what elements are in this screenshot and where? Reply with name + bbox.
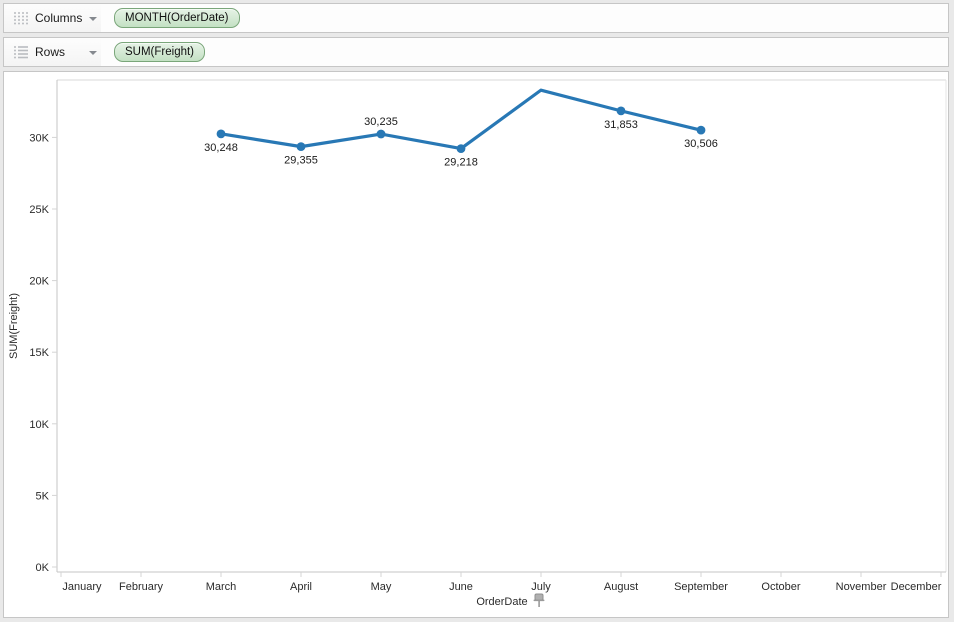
y-axis-tick-label: 15K <box>29 347 49 359</box>
y-axis-tick-label: 30K <box>29 132 49 144</box>
data-label-august: 31,853 <box>604 119 638 131</box>
pill-month-orderdate[interactable]: MONTH(OrderDate) <box>114 8 240 28</box>
columns-shelf: Columns MONTH(OrderDate) <box>3 3 949 33</box>
data-label-september: 30,506 <box>684 138 718 150</box>
y-axis-tick-label: 10K <box>29 419 49 431</box>
month-label: February <box>119 581 164 593</box>
rows-shelf-button[interactable]: Rows <box>4 38 101 66</box>
columns-dots-icon <box>14 12 28 25</box>
data-label-june: 29,218 <box>444 157 478 169</box>
chevron-down-icon[interactable] <box>89 51 97 55</box>
month-label: March <box>206 581 237 593</box>
rows-shelf-label: Rows <box>35 45 66 59</box>
rows-list-icon <box>14 46 28 59</box>
pill-sum-freight[interactable]: SUM(Freight) <box>114 42 206 62</box>
y-axis-title: SUM(Freight) <box>8 293 20 359</box>
pushpin-icon[interactable] <box>533 593 545 607</box>
columns-shelf-button[interactable]: Columns <box>4 4 101 32</box>
columns-shelf-label: Columns <box>35 11 83 25</box>
data-point-april[interactable] <box>296 142 306 152</box>
data-point-june[interactable] <box>456 144 466 153</box>
y-axis-tick-label: 0K <box>36 562 50 574</box>
month-label: October <box>761 581 800 593</box>
month-label: July <box>531 581 551 593</box>
data-point-august[interactable] <box>616 106 626 116</box>
month-label: May <box>371 581 392 593</box>
data-label-april: 29,355 <box>284 155 318 167</box>
y-axis-tick-label: 20K <box>29 276 49 288</box>
data-point-march[interactable] <box>216 129 226 139</box>
month-label: August <box>604 581 638 593</box>
rows-shelf: Rows SUM(Freight) <box>3 37 949 67</box>
month-label: April <box>290 581 312 593</box>
month-label: December <box>891 581 942 593</box>
data-label-may: 30,235 <box>364 116 398 128</box>
data-label-march: 30,248 <box>204 142 238 154</box>
y-axis-tick-label: 5K <box>36 490 50 502</box>
month-label: January <box>62 581 102 593</box>
chart-svg: 0K 5K 10K 15K 20K 25K 30K January February March A… <box>8 79 947 608</box>
x-axis-title: OrderDate <box>476 596 527 608</box>
month-label: November <box>836 581 887 593</box>
data-point-may[interactable] <box>376 129 386 139</box>
chart-panel: 0K 5K 10K 15K 20K 25K 30K January February March A… <box>3 71 949 618</box>
month-label: September <box>674 581 728 593</box>
month-label: June <box>449 581 473 593</box>
data-point-september[interactable] <box>696 125 706 135</box>
y-axis-tick-label: 25K <box>29 204 49 216</box>
chevron-down-icon[interactable] <box>89 17 97 21</box>
